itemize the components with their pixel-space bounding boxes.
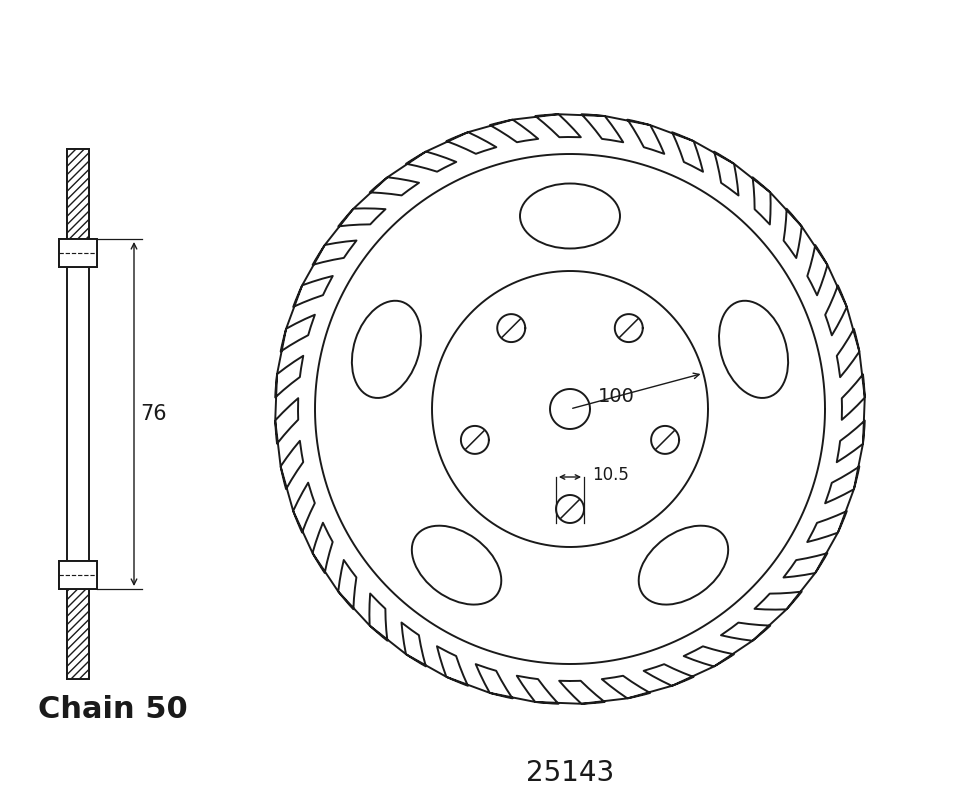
- Text: 76: 76: [140, 404, 167, 424]
- Bar: [59, 239, 97, 267]
- Text: 100: 100: [598, 388, 635, 407]
- Text: 10.5: 10.5: [592, 466, 629, 484]
- Bar: [67, 589, 89, 679]
- Text: Chain 50: Chain 50: [38, 694, 188, 724]
- Bar: [59, 561, 97, 589]
- Text: 25143: 25143: [526, 759, 614, 787]
- Bar: [67, 149, 89, 239]
